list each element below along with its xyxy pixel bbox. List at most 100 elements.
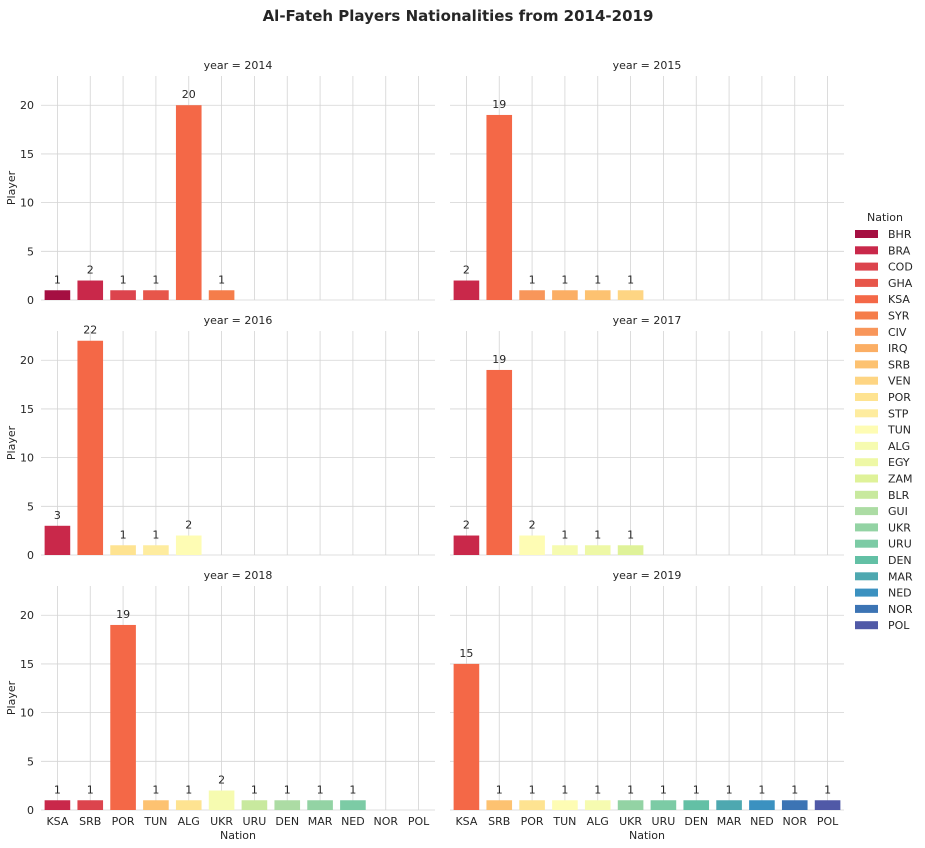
y-tick-label: 5 [27,755,34,768]
bar-value-label: 2 [463,264,470,277]
bar [143,290,169,300]
bar-value-label: 1 [251,783,258,796]
x-tick-label: SRB [488,815,510,828]
legend-label: NOR [888,603,913,616]
y-tick-label: 5 [27,500,34,513]
legend-swatch [855,278,878,287]
bar-value-label: 1 [627,273,634,286]
bar [749,800,775,810]
bar [274,800,301,810]
y-axis-label: Player [5,425,18,460]
x-tick-label: NOR [373,815,398,828]
bar-value-label: 1 [561,273,568,286]
bar-value-label: 1 [529,273,536,286]
y-tick-label: 10 [20,197,34,210]
bar-value-label: 1 [284,783,291,796]
facet-title: year = 2019 [613,569,682,582]
legend-label: COD [888,261,913,274]
bar [175,105,202,300]
legend-label: URU [888,538,912,551]
legend-label: SRB [888,358,910,371]
bar [208,290,235,300]
legend-label: POL [888,619,910,632]
bar [44,525,71,555]
legend-swatch [855,246,878,255]
x-tick-label: NOR [782,815,807,828]
bar [552,290,578,300]
bar-value-label: 2 [529,519,536,532]
bar [110,545,136,555]
bar-value-label: 1 [627,528,634,541]
x-axis-label: Nation [629,829,665,842]
legend-swatch [855,556,878,564]
bar-value-label: 2 [463,519,470,532]
x-tick-label: POR [112,815,135,828]
y-tick-label: 0 [27,804,34,817]
bar [453,535,480,555]
bar [617,545,644,555]
bar-value-label: 20 [182,88,196,101]
y-axis-label: Player [5,170,18,205]
legend-swatch [855,588,878,597]
legend-swatch [855,327,878,336]
y-tick-label: 10 [20,452,34,465]
legend-label: BLR [888,489,910,502]
y-tick-label: 10 [20,707,34,720]
bar-value-label: 1 [791,783,798,796]
legend-label: DEN [888,554,912,567]
x-tick-label: NED [341,815,365,828]
legend-label: POR [888,391,911,404]
legend-swatch [855,539,878,548]
legend-swatch [855,344,878,353]
bar-value-label: 1 [152,273,159,286]
legend-label: BHR [888,228,912,241]
x-tick-label: NED [750,815,774,828]
legend-label: STP [888,407,909,420]
bar-value-label: 1 [87,783,94,796]
bar-value-label: 1 [317,783,324,796]
legend-label: ZAM [888,473,913,486]
facet-panel: 15 1 1 1 1 1 1 1 1 1 1 1 year = 2019 KSA SRB POR TUN ALG U… [450,569,844,842]
bar [552,800,578,810]
bar [175,800,202,810]
bar-value-label: 2 [87,264,94,277]
y-axis-label: Player [5,680,18,715]
x-tick-label: DEN [684,815,708,828]
legend-label: NED [888,587,912,600]
legend-swatch [855,572,878,581]
bar [617,290,644,300]
bar-value-label: 1 [349,783,356,796]
x-tick-label: KSA [455,815,477,828]
legend-label: SYR [888,310,910,323]
x-tick-label: MAR [717,815,742,828]
bar-value-label: 1 [824,783,831,796]
legend-swatch [855,409,878,418]
bar [44,800,71,810]
legend-swatch [855,393,878,401]
bar [552,545,578,555]
y-tick-label: 20 [20,609,34,622]
bar [650,800,677,810]
facet-panel: 2 19 2 1 1 1 year = 2017 [450,314,844,556]
legend-swatch [855,425,878,434]
bar-value-label: 1 [152,783,159,796]
bar [584,290,611,300]
x-tick-label: SRB [79,815,101,828]
bar-value-label: 1 [594,273,601,286]
legend: Nation BHR BRA COD GHA KSA SYR CIV IRQ SRB VEN POR S… [855,211,913,632]
legend-swatch [855,490,878,499]
bar [143,545,169,555]
x-tick-label: TUN [552,815,576,828]
bar [453,663,480,810]
bar-value-label: 22 [83,324,97,337]
bar [453,280,480,300]
facet-title: year = 2016 [204,314,273,327]
bar-value-label: 19 [492,98,506,111]
bar-value-label: 15 [459,647,473,660]
bar [77,800,104,810]
bar-value-label: 1 [120,528,127,541]
bar-value-label: 1 [496,783,503,796]
x-tick-label: MAR [308,815,333,828]
facet-panel: 3 22 1 1 2 year = 2016 0 5 10 15 20 Player [5,314,435,562]
